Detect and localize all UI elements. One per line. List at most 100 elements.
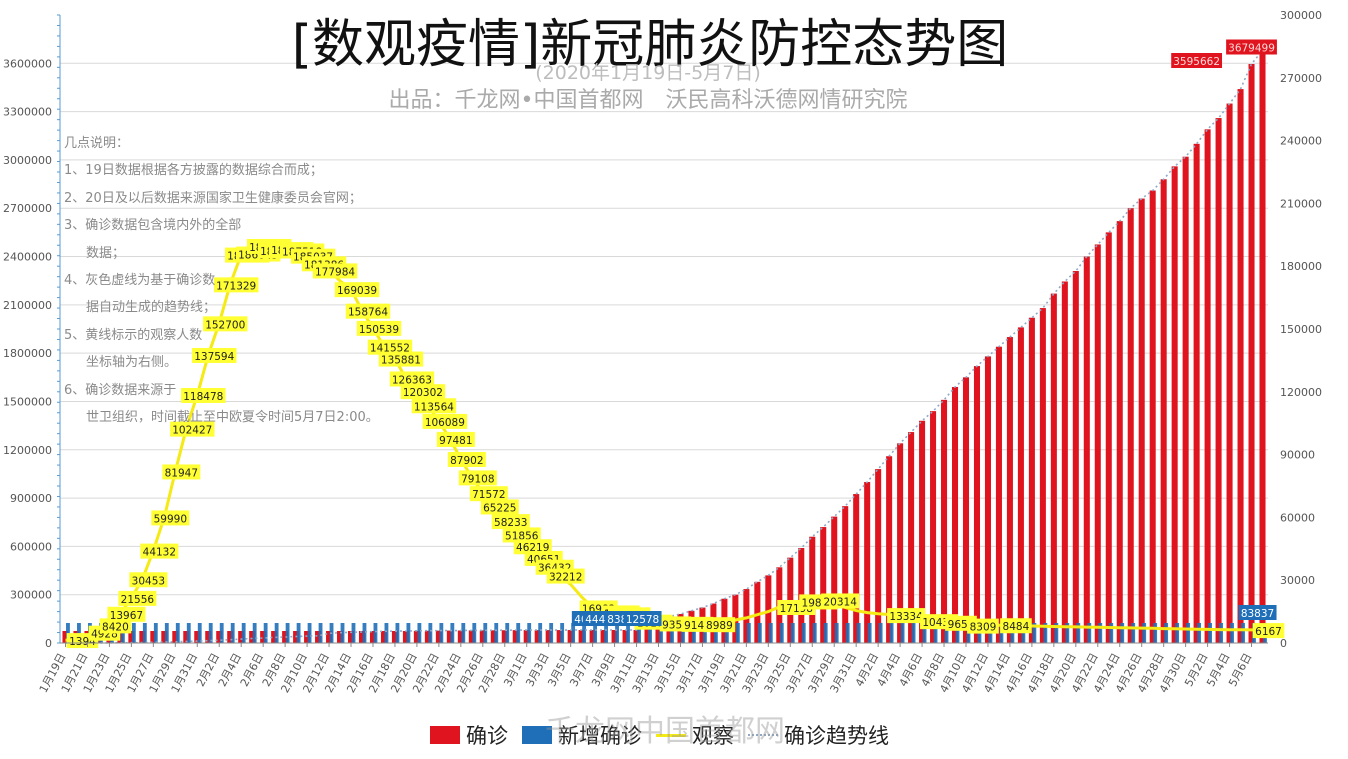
confirmed-bars bbox=[62, 50, 1266, 644]
new-bar bbox=[1208, 623, 1212, 643]
new-bar bbox=[1175, 623, 1180, 643]
new-bar bbox=[922, 623, 927, 643]
observed-data-label: 102427 bbox=[172, 425, 212, 437]
observed-data-label-bg bbox=[546, 568, 585, 584]
new-bar bbox=[1054, 623, 1059, 643]
new-bar bbox=[746, 623, 751, 643]
confirmed-bar bbox=[589, 630, 596, 643]
confirmed-bar bbox=[1248, 64, 1255, 643]
new-bar bbox=[604, 623, 608, 643]
new-bar bbox=[1065, 623, 1070, 643]
observed-data-label: 169039 bbox=[337, 285, 377, 297]
confirmed-bar bbox=[161, 631, 168, 643]
left-tick-label: 3600000 bbox=[3, 57, 52, 70]
confirmed-bar bbox=[578, 630, 585, 643]
confirmed-bar bbox=[1226, 103, 1233, 644]
right-tick-label: 240000 bbox=[1280, 135, 1322, 148]
confirmed-bar bbox=[183, 631, 190, 643]
confirmed-bar bbox=[820, 527, 827, 643]
new-bar bbox=[845, 623, 850, 643]
observed-data-label: 21556 bbox=[121, 594, 155, 606]
confirmed-bar bbox=[1116, 221, 1123, 643]
confirmed-bar bbox=[556, 630, 563, 643]
confirmed-bar bbox=[897, 443, 904, 643]
observed-data-label: 8420 bbox=[102, 621, 129, 633]
confirmed-bar bbox=[512, 630, 519, 643]
new-bar bbox=[757, 623, 762, 643]
new-bar bbox=[648, 623, 652, 643]
chart-legend: 确诊 新增确诊 观察 确诊趋势线 bbox=[430, 720, 903, 750]
observed-data-label-bg bbox=[99, 618, 132, 634]
right-tick-label: 180000 bbox=[1280, 260, 1322, 273]
left-tick-label: 0 bbox=[45, 637, 52, 650]
confirmed-bar bbox=[446, 630, 453, 643]
observed-data-label: 8309 bbox=[970, 622, 997, 634]
right-tick-label: 0 bbox=[1280, 637, 1287, 650]
confirmed-bar bbox=[545, 630, 552, 643]
note-line: 数据； bbox=[86, 245, 126, 261]
confirmed-bar bbox=[1105, 232, 1112, 643]
observed-data-label-bg bbox=[1252, 623, 1285, 639]
legend-label-observed: 观察 bbox=[692, 724, 734, 748]
confirmed-bar bbox=[402, 630, 409, 643]
new-bar bbox=[164, 623, 169, 643]
confirmed-bar bbox=[875, 469, 882, 643]
observed-data-label-bg bbox=[107, 606, 146, 622]
observed-data-label-bg bbox=[513, 539, 552, 555]
left-tick-label: 300000 bbox=[10, 589, 52, 602]
right-tick-label: 270000 bbox=[1280, 72, 1322, 85]
right-tick-label: 30000 bbox=[1280, 574, 1315, 587]
new-bar bbox=[153, 623, 158, 643]
new-bar bbox=[1186, 623, 1191, 643]
confirmed-bar bbox=[457, 630, 464, 643]
new-bar bbox=[219, 623, 224, 643]
confirmed-bar bbox=[249, 631, 256, 643]
confirmed-bar bbox=[655, 619, 662, 643]
confirmed-bar bbox=[908, 432, 915, 643]
confirmed-data-label-bg bbox=[1226, 39, 1277, 55]
new-bar bbox=[582, 623, 587, 643]
observed-data-label: 59990 bbox=[154, 513, 187, 525]
observed-data-label-bg bbox=[214, 277, 259, 293]
observed-data-label: 8989 bbox=[706, 620, 733, 632]
confirmed-data-label-bg bbox=[1171, 53, 1223, 69]
observed-data-label-bg bbox=[447, 451, 486, 467]
new-bar bbox=[351, 623, 356, 643]
legend-label-confirmed: 确诊 bbox=[466, 724, 508, 748]
note-line: 几点说明： bbox=[64, 136, 130, 151]
new-bar bbox=[670, 623, 674, 643]
observed-data-label: 6167 bbox=[1255, 626, 1282, 638]
confirmed-bar bbox=[995, 346, 1002, 643]
new-bar bbox=[1043, 623, 1048, 643]
producer-credit: 出品：千龙网•中国首都网 沃民高科沃德网情研究院 bbox=[388, 88, 908, 113]
new-bar bbox=[516, 623, 521, 643]
new-bar bbox=[450, 623, 455, 643]
new-bar bbox=[1164, 623, 1169, 643]
new-bar bbox=[274, 623, 279, 643]
observed-data-label: 30453 bbox=[132, 575, 165, 587]
observed-data-label: 65225 bbox=[483, 502, 516, 514]
left-tick-label: 600000 bbox=[10, 540, 52, 553]
new-bar bbox=[933, 623, 938, 643]
confirmed-bar bbox=[962, 377, 970, 643]
confirmed-bar bbox=[1149, 190, 1156, 643]
new-bar bbox=[681, 623, 685, 643]
observed-data-label-bg bbox=[411, 398, 457, 414]
new-bar bbox=[560, 623, 565, 643]
confirmed-bar bbox=[930, 411, 937, 643]
new-bar bbox=[538, 623, 543, 643]
confirmed-bar bbox=[380, 631, 387, 643]
confirmed-bar bbox=[435, 630, 442, 643]
left-tick-label: 3000000 bbox=[3, 154, 52, 167]
observed-data-label-bg bbox=[436, 431, 475, 447]
legend-item-new: 新增确诊 bbox=[522, 720, 642, 750]
new-bar bbox=[549, 623, 554, 643]
right-tick-label: 120000 bbox=[1280, 386, 1322, 399]
new-bar bbox=[263, 623, 268, 643]
right-tick-label: 90000 bbox=[1280, 449, 1315, 462]
confirmed-bar bbox=[501, 630, 508, 643]
observed-data-label-bg bbox=[334, 282, 380, 298]
observed-data-label: 171329 bbox=[216, 280, 256, 292]
confirmed-bar bbox=[1259, 50, 1266, 644]
